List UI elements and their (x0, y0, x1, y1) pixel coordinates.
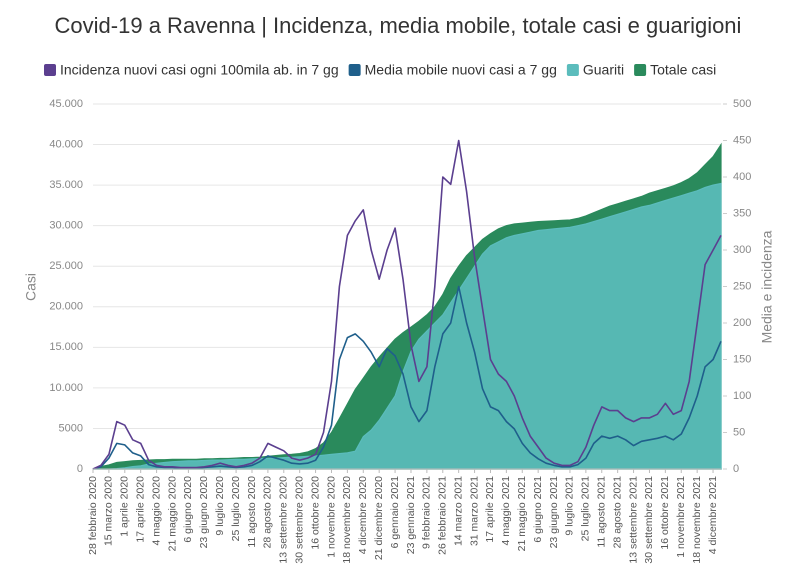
y2-tick-label: 0 (733, 463, 739, 475)
x-tick-label: 4 dicembre 2021 (707, 476, 719, 554)
y2-tick-label: 100 (733, 390, 751, 402)
x-tick-label: 1 aprile 2020 (119, 476, 131, 537)
x-tick-label: 23 giugno 2021 (548, 476, 560, 549)
legend-item: Media mobile nuovi casi a 7 gg (348, 62, 557, 78)
legend-item: Guariti (566, 62, 624, 78)
x-tick-label: 17 aprile 2020 (134, 476, 146, 543)
x-tick-label: 25 luglio 2020 (230, 476, 242, 542)
x-tick-label: 6 gennaio 2021 (389, 476, 401, 549)
legend-swatch (634, 64, 647, 76)
x-tick-label: 14 marzo 2021 (452, 476, 464, 546)
y-tick-label: 10.000 (49, 382, 83, 394)
x-tick-label: 15 marzo 2020 (103, 476, 115, 546)
chart-title: Covid-19 a Ravenna | Incidenza, media mo… (55, 13, 742, 38)
y2-axis-label: Media e incidenza (759, 230, 775, 343)
line (92, 139, 722, 470)
y2-tick-label: 50 (733, 426, 745, 438)
legend-label: Totale casi (650, 62, 716, 78)
y-tick-label: 35.000 (49, 179, 83, 191)
x-tick-label: 23 gennaio 2021 (405, 476, 417, 554)
legend-label: Guariti (583, 62, 624, 78)
y2-tick-label: 450 (733, 134, 751, 146)
x-tick-label: 28 agosto 2021 (611, 476, 623, 549)
y-tick-label: 20.000 (49, 301, 83, 313)
x-tick-label: 21 dicembre 2020 (373, 476, 385, 560)
y2-tick-label: 300 (733, 244, 751, 256)
y2-tick-label: 200 (733, 317, 751, 329)
x-tick-label: 13 settembre 2021 (627, 476, 639, 564)
x-tick-label: 21 maggio 2021 (516, 476, 528, 551)
x-tick-label: 23 giugno 2020 (198, 476, 210, 549)
y-tick-label: 15.000 (49, 341, 83, 353)
y2-tick-label: 150 (733, 353, 751, 365)
legend-label: Media mobile nuovi casi a 7 gg (365, 62, 557, 78)
y-tick-label: 0 (77, 463, 83, 475)
x-tick-label: 21 maggio 2020 (166, 476, 178, 551)
y2-tick-label: 400 (733, 171, 751, 183)
y-tick-label: 25.000 (49, 260, 83, 272)
x-tick-label: 4 dicembre 2020 (357, 476, 369, 554)
x-tick-label: 9 febbraio 2021 (421, 476, 433, 549)
x-tick-label: 6 giugno 2020 (182, 476, 194, 543)
x-tick-label: 17 aprile 2021 (484, 476, 496, 543)
x-tick-label: 11 agosto 2020 (246, 476, 258, 548)
y-tick-label: 45.000 (49, 98, 83, 110)
x-tick-label: 13 settembre 2020 (278, 476, 290, 564)
legend-swatch (566, 64, 579, 76)
legend-swatch (348, 64, 361, 76)
x-tick-label: 28 agosto 2020 (262, 476, 274, 549)
y2-tick-label: 250 (733, 280, 751, 292)
x-tick-label: 30 settembre 2020 (293, 476, 305, 564)
legend-swatch (44, 64, 56, 76)
legend-label: Incidenza nuovi casi ogni 100mila ab. in… (60, 62, 339, 78)
x-tick-label: 31 marzo 2021 (468, 476, 480, 546)
y2-tick-label: 500 (733, 98, 751, 110)
x-tick-label: 11 agosto 2021 (596, 476, 608, 548)
y2-tick-label: 350 (733, 207, 751, 219)
x-tick-label: 4 maggio 2021 (500, 476, 512, 546)
x-tick-label: 26 febbraio 2021 (437, 476, 449, 555)
x-tick-label: 18 novembre 2021 (691, 476, 703, 564)
area (93, 182, 722, 470)
x-tick-label: 25 luglio 2021 (580, 476, 592, 542)
legend-item: Incidenza nuovi casi ogni 100mila ab. in… (44, 62, 339, 78)
x-tick-label: 1 novembre 2020 (325, 476, 337, 558)
x-tick-label: 1 novembre 2021 (675, 476, 687, 558)
x-tick-label: 16 ottobre 2020 (309, 476, 321, 550)
x-tick-label: 30 settembre 2021 (643, 476, 655, 564)
legend-item: Totale casi (634, 62, 716, 78)
x-tick-label: 4 maggio 2020 (150, 476, 162, 546)
y-tick-label: 5000 (59, 422, 83, 434)
y-tick-label: 40.000 (49, 138, 83, 150)
x-tick-label: 9 luglio 2021 (564, 476, 576, 536)
y-axis-label: Casi (23, 273, 39, 301)
x-tick-label: 16 ottobre 2021 (659, 476, 671, 550)
x-tick-label: 6 giugno 2021 (532, 476, 544, 543)
x-tick-label: 18 novembre 2020 (341, 476, 353, 564)
x-tick-label: 9 luglio 2020 (214, 476, 226, 536)
x-tick-label: 28 febbraio 2020 (87, 476, 99, 555)
y-tick-label: 30.000 (49, 220, 83, 232)
